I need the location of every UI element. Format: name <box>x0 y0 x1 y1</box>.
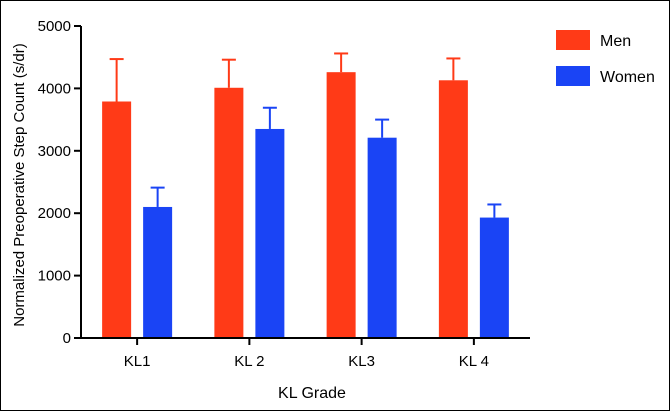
y-tick-label: 5000 <box>38 18 71 35</box>
bars-group <box>102 52 509 339</box>
x-tick-label: KL1 <box>124 353 151 370</box>
bar-women-1 <box>143 206 173 338</box>
bar-men-1 <box>102 101 132 338</box>
bar-men-2 <box>214 87 244 338</box>
x-tick-label: KL3 <box>348 353 375 370</box>
bar-men-3 <box>326 72 356 339</box>
x-tick-label: KL 4 <box>459 353 489 370</box>
y-tick-label: 3000 <box>38 143 71 160</box>
legend: Men Women <box>556 30 655 86</box>
bar-women-2 <box>255 128 285 338</box>
legend-label-women: Women <box>600 69 655 86</box>
legend-swatch-men <box>556 30 590 50</box>
y-tick-label: 4000 <box>38 80 71 97</box>
y-tick-label: 2000 <box>38 205 71 222</box>
x-axis-label: KL Grade <box>278 385 346 402</box>
y-tick-label: 1000 <box>38 268 71 285</box>
x-axis: KL1 KL 2 KL3 KL 4 <box>80 337 530 370</box>
y-axis: 0 1000 2000 3000 4000 5000 <box>38 18 82 347</box>
bar-women-4 <box>479 217 509 338</box>
legend-label-men: Men <box>600 33 631 50</box>
x-tick-label: KL 2 <box>234 353 264 370</box>
legend-swatch-women <box>556 66 590 86</box>
y-axis-label: Normalized Preoperative Step Count (s/dr… <box>11 43 28 326</box>
bar-women-3 <box>367 137 397 338</box>
bar-men-4 <box>438 80 468 339</box>
y-tick-label: 0 <box>63 330 71 347</box>
